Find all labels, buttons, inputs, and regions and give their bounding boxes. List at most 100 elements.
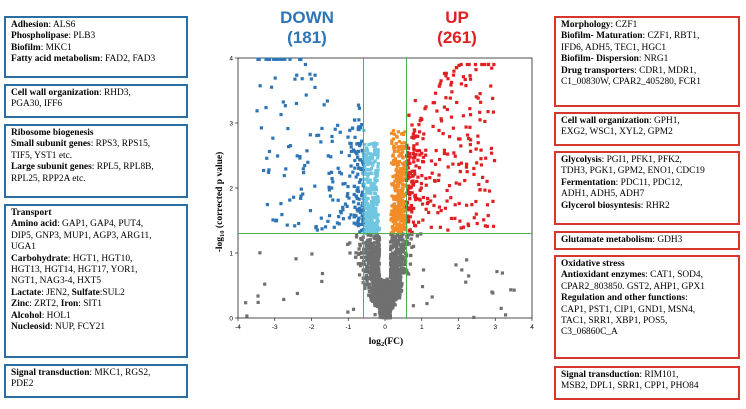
- data-point: [297, 221, 301, 226]
- data-point: [393, 303, 397, 307]
- data-point: [378, 311, 382, 315]
- data-point: [399, 189, 403, 193]
- gene-list: : HGT1, HGT10,: [67, 253, 133, 264]
- data-point: [295, 291, 299, 296]
- data-point: [387, 297, 391, 301]
- category-label: Biofilm- Maturation: [561, 31, 643, 42]
- data-point: [419, 186, 423, 190]
- data-point: [354, 222, 358, 226]
- data-point: [374, 271, 379, 275]
- data-point: [353, 135, 357, 139]
- data-point: [396, 226, 400, 231]
- gene-list: :SUL2: [99, 287, 125, 298]
- data-point: [396, 239, 400, 243]
- data-point: [439, 208, 443, 213]
- data-point: [380, 301, 384, 305]
- data-point: [385, 312, 389, 316]
- data-point: [399, 211, 403, 216]
- data-point: [397, 267, 401, 272]
- data-point: [392, 149, 396, 154]
- data-point: [299, 57, 303, 61]
- data-point: [403, 164, 407, 168]
- data-point: [421, 155, 426, 159]
- data-point: [400, 198, 404, 203]
- data-point: [401, 205, 406, 209]
- data-point: [414, 153, 418, 157]
- data-point: [387, 305, 391, 309]
- data-point: [403, 177, 407, 181]
- data-point: [266, 170, 271, 174]
- data-point: [411, 304, 415, 308]
- data-point: [368, 233, 372, 237]
- data-point: [406, 220, 410, 224]
- data-point: [472, 315, 476, 320]
- gene-list: : GDH3: [652, 235, 683, 245]
- data-point: [407, 184, 411, 188]
- data-point: [357, 106, 362, 110]
- data-point: [346, 135, 350, 139]
- data-point: [330, 186, 334, 190]
- data-point: [490, 290, 494, 294]
- box-line: Regulation and other functions:: [561, 293, 733, 304]
- data-point: [356, 221, 360, 226]
- data-point: [420, 151, 424, 155]
- data-point: [367, 216, 371, 220]
- data-point: [366, 223, 370, 227]
- data-point: [490, 151, 494, 155]
- data-point: [479, 157, 483, 161]
- x-label-suffix: (FC): [384, 336, 403, 347]
- data-point: [465, 170, 469, 174]
- data-point: [401, 155, 405, 160]
- data-point: [392, 221, 397, 226]
- data-point: [366, 233, 370, 237]
- data-point: [309, 77, 313, 81]
- data-point: [408, 206, 412, 210]
- data-point: [320, 126, 324, 131]
- data-point: [391, 284, 395, 288]
- data-point: [419, 116, 423, 120]
- data-point: [399, 275, 403, 279]
- data-point: [396, 216, 400, 220]
- data-point: [257, 57, 261, 61]
- data-point: [430, 171, 434, 175]
- data-point: [451, 73, 456, 77]
- data-point: [410, 191, 414, 195]
- volcano-plot: -4 -3 -2 -1 0 1 2 3 4 0 1 2 3 4 -log10 (corrected p v…: [214, 55, 534, 348]
- data-point: [346, 242, 350, 246]
- data-point: [371, 269, 375, 273]
- data-point: [410, 245, 414, 249]
- data-point: [331, 198, 335, 202]
- data-point: [383, 281, 388, 286]
- data-point: [326, 154, 330, 158]
- data-point: [385, 296, 389, 300]
- gene-list: : HOL1: [41, 310, 71, 321]
- x-tick-label: 1: [420, 324, 424, 331]
- data-point: [391, 158, 396, 163]
- data-point: [366, 174, 370, 178]
- box-line: Morphology: CZF1: [561, 20, 733, 31]
- data-point: [376, 241, 380, 245]
- data-point: [405, 236, 409, 240]
- data-point: [363, 149, 367, 153]
- data-point: [402, 216, 406, 221]
- data-point: [479, 148, 483, 152]
- data-point: [372, 148, 377, 152]
- data-point: [390, 139, 394, 143]
- data-point: [316, 133, 321, 137]
- data-point: [417, 123, 421, 127]
- data-point: [459, 62, 463, 67]
- data-point: [457, 201, 461, 206]
- data-point: [367, 284, 371, 288]
- data-point: [329, 155, 333, 159]
- data-point: [366, 251, 370, 256]
- data-point: [389, 254, 394, 258]
- data-point: [396, 190, 400, 194]
- box-line: Ribosome biogenesis: [11, 128, 181, 139]
- data-point: [354, 175, 358, 179]
- gene-list: : JEN2,: [41, 287, 72, 298]
- data-point: [399, 213, 403, 217]
- data-point: [262, 168, 266, 173]
- data-point: [429, 199, 433, 203]
- data-point: [388, 274, 393, 279]
- up-label: UP: [445, 8, 469, 27]
